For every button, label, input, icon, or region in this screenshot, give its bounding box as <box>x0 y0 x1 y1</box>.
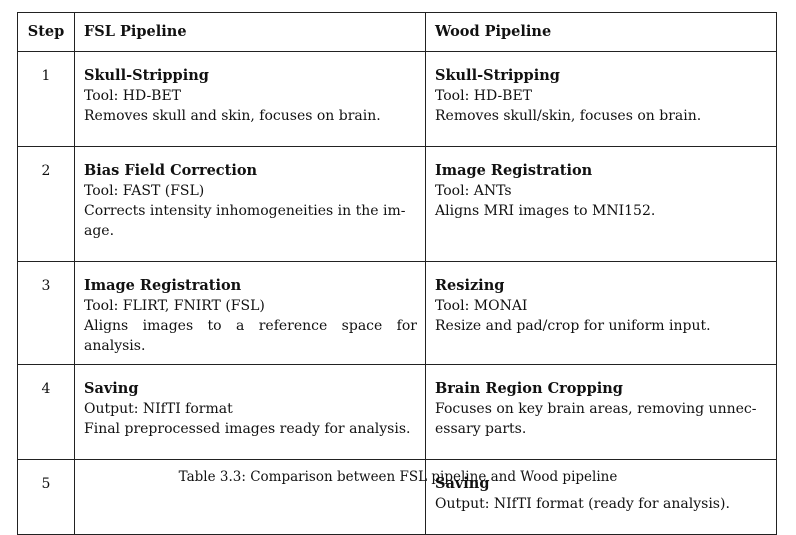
fsl-step-line: Removes skull and skin, focuses on brain… <box>84 108 381 124</box>
table-row: 1 Skull-Stripping Tool: HD-BET Removes s… <box>17 51 777 147</box>
step-number: 4 <box>17 364 75 460</box>
fsl-step-title: Bias Field Correction <box>84 162 258 179</box>
fsl-step-title: Skull-Stripping <box>84 67 209 84</box>
wood-step-title: Resizing <box>435 277 505 294</box>
wood-step-title: Image Registration <box>435 162 593 179</box>
wood-step-title: Skull-Stripping <box>435 67 560 84</box>
wood-cell: Resizing Tool: MONAI Resize and pad/crop… <box>425 261 777 365</box>
wood-step-line: Tool: HD-BET <box>435 88 533 104</box>
fsl-step-line: Final preprocessed images ready for anal… <box>84 421 411 437</box>
fsl-step-line: Corrects intensity inhomogeneities in th… <box>84 203 406 219</box>
comparison-table: Step FSL Pipeline Wood Pipeline 1 Skull-… <box>17 12 777 535</box>
fsl-step-line: Tool: HD-BET <box>84 88 182 104</box>
wood-step-line: Resize and pad/crop for uniform input. <box>435 318 711 334</box>
fsl-step-line: age. <box>84 223 115 239</box>
wood-step-line: Aligns MRI images to MNI152. <box>435 203 656 219</box>
wood-cell: Skull-Stripping Tool: HD-BET Removes sku… <box>425 51 777 147</box>
wood-step-line: Output: NIfTI format (ready for analysis… <box>435 496 730 512</box>
comparison-table-wrapper: Step FSL Pipeline Wood Pipeline 1 Skull-… <box>17 12 777 535</box>
fsl-step-line: Output: NIfTI format <box>84 401 233 417</box>
table-row: 2 Bias Field Correction Tool: FAST (FSL)… <box>17 146 777 262</box>
header-fsl-pipeline: FSL Pipeline <box>74 12 426 52</box>
table-caption: Table 3.3: Comparison between FSL pipeli… <box>178 469 618 485</box>
wood-step-title: Brain Region Cropping <box>435 380 623 397</box>
header-wood-pipeline: Wood Pipeline <box>425 12 777 52</box>
wood-step-title: Saving <box>435 475 490 492</box>
fsl-step-title: Image Registration <box>84 277 242 294</box>
table-header-row: Step FSL Pipeline Wood Pipeline <box>17 12 777 52</box>
fsl-cell: Skull-Stripping Tool: HD-BET Removes sku… <box>74 51 426 147</box>
fsl-cell: Image Registration Tool: FLIRT, FNIRT (F… <box>74 261 426 365</box>
wood-step-line: Focuses on key brain areas, removing unn… <box>435 401 757 417</box>
fsl-cell: Bias Field Correction Tool: FAST (FSL) C… <box>74 146 426 262</box>
table-row: 4 Saving Output: NIfTI format Final prep… <box>17 364 777 460</box>
fsl-step-title: Saving <box>84 380 139 397</box>
fsl-step-line: Aligns images to a reference space for a… <box>84 318 417 354</box>
step-number: 1 <box>17 51 75 147</box>
step-number: 2 <box>17 146 75 262</box>
wood-step-line: Tool: MONAI <box>435 298 528 314</box>
wood-step-line: Removes skull/skin, focuses on brain. <box>435 108 702 124</box>
fsl-cell: Saving Output: NIfTI format Final prepro… <box>74 364 426 460</box>
wood-step-line: Tool: ANTs <box>435 183 512 199</box>
wood-step-line: essary parts. <box>435 421 527 437</box>
step-number: 3 <box>17 261 75 365</box>
header-step: Step <box>17 12 75 52</box>
fsl-step-line: Tool: FAST (FSL) <box>84 183 205 199</box>
wood-cell: Image Registration Tool: ANTs Aligns MRI… <box>425 146 777 262</box>
table-row: 3 Image Registration Tool: FLIRT, FNIRT … <box>17 261 777 365</box>
fsl-step-line: Tool: FLIRT, FNIRT (FSL) <box>84 298 265 314</box>
wood-cell: Brain Region Cropping Focuses on key bra… <box>425 364 777 460</box>
